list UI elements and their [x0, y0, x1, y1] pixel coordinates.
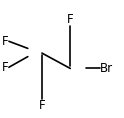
- Text: F: F: [2, 61, 9, 74]
- Text: F: F: [39, 99, 45, 112]
- Text: F: F: [67, 13, 74, 26]
- Text: Br: Br: [100, 62, 113, 75]
- Text: F: F: [2, 35, 9, 48]
